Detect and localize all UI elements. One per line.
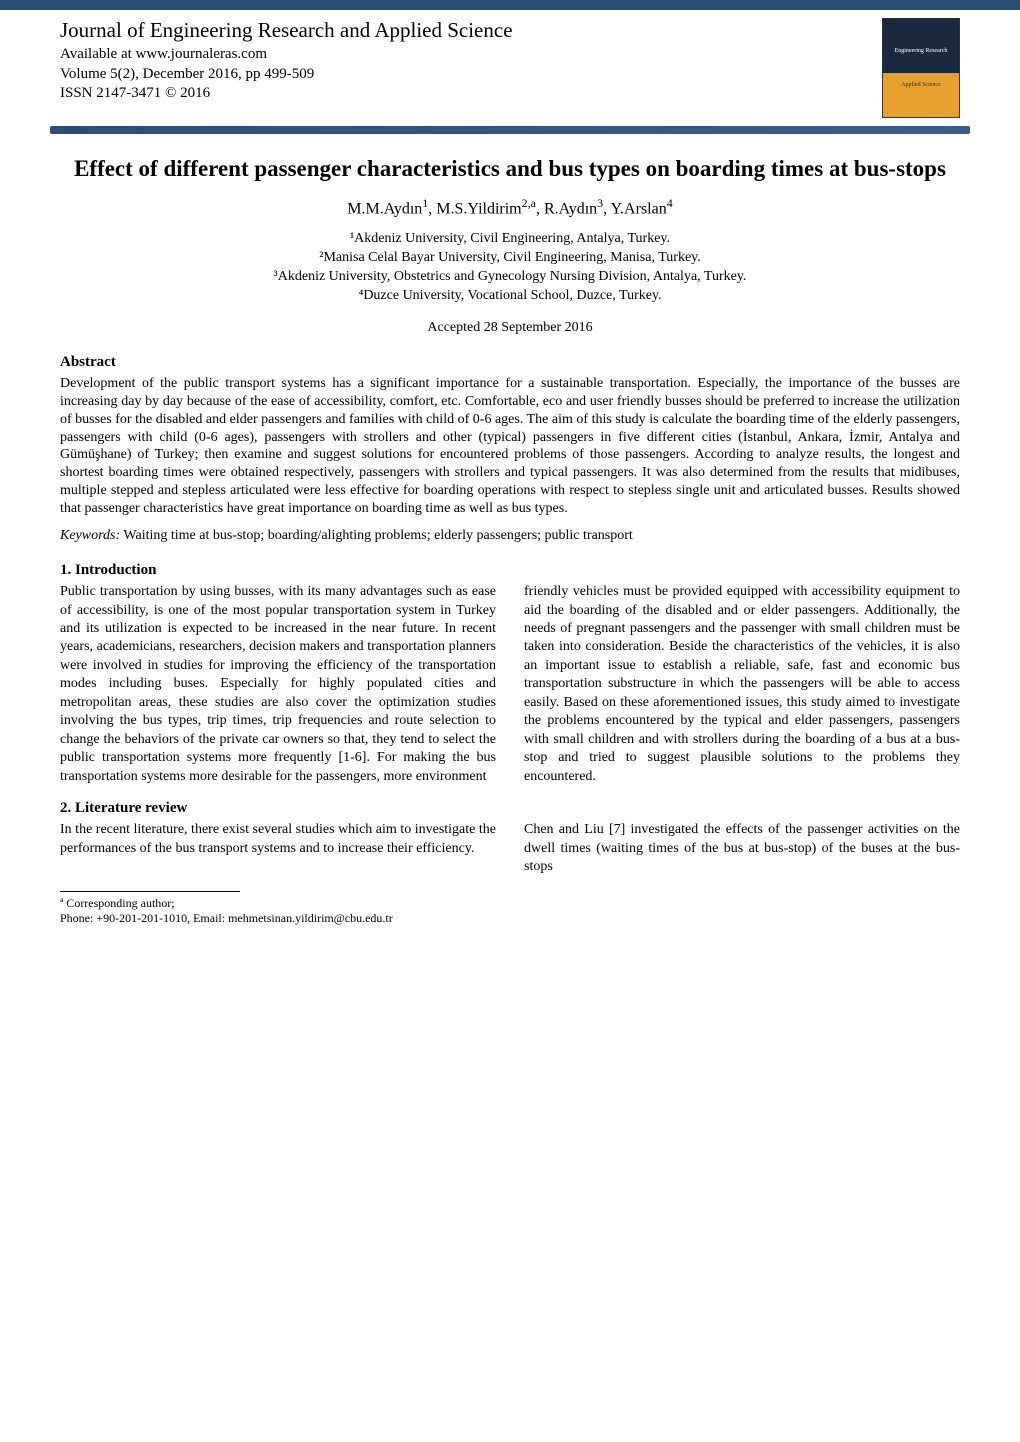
paper-affiliations: ¹Akdeniz University, Civil Engineering, … [60,230,960,306]
top-accent-bar [0,0,1020,10]
footnote-line-2: Phone: +90-201-201-1010, Email: mehmetsi… [60,911,393,925]
journal-issn: ISSN 2147-3471 © 2016 [60,84,882,104]
literature-col-right: Chen and Liu [7] investigated the effect… [524,821,960,876]
footnote-rule [60,891,240,892]
paper-title: Effect of different passenger characteri… [60,154,960,184]
abstract-heading: Abstract [60,354,960,371]
accepted-date: Accepted 28 September 2016 [60,320,960,336]
introduction-heading: 1. Introduction [60,562,960,579]
affiliation-2: ²Manisa Celal Bayar University, Civil En… [60,249,960,268]
literature-columns: In the recent literature, there exist se… [60,821,960,876]
footnote-line-1: ª Corresponding author; [60,896,175,910]
journal-name: Journal of Engineering Research and Appl… [60,18,882,43]
paper-content: Effect of different passenger characteri… [0,154,1020,967]
keywords-line: Keywords: Waiting time at bus-stop; boar… [60,528,960,544]
affiliation-3: ³Akdeniz University, Obstetrics and Gyne… [60,268,960,287]
introduction-col-left: Public transportation by using busses, w… [60,583,496,786]
journal-info: Journal of Engineering Research and Appl… [60,18,882,104]
header-divider [50,126,970,134]
journal-banner: Journal of Engineering Research and Appl… [0,10,1020,118]
affiliation-1: ¹Akdeniz University, Civil Engineering, … [60,230,960,249]
literature-heading: 2. Literature review [60,800,960,817]
thumb-text-top: Engineering Research [895,48,948,54]
affiliation-4: ⁴Duzce University, Vocational School, Du… [60,287,960,306]
thumb-text-bottom: Applied Science [901,82,941,88]
literature-col-left: In the recent literature, there exist se… [60,821,496,876]
footnote: ª Corresponding author; Phone: +90-201-2… [60,896,960,927]
journal-available: Available at www.journaleras.com [60,45,882,65]
keywords-text: Waiting time at bus-stop; boarding/aligh… [120,528,633,543]
journal-cover-thumbnail: Engineering Research Applied Science [882,18,960,118]
journal-volume: Volume 5(2), December 2016, pp 499-509 [60,65,882,85]
introduction-col-right: friendly vehicles must be provided equip… [524,583,960,786]
abstract-body: Development of the public transport syst… [60,375,960,518]
introduction-columns: Public transportation by using busses, w… [60,583,960,786]
paper-authors: M.M.Aydın1, M.S.Yildirim2,a, R.Aydın3, Y… [60,196,960,218]
keywords-label: Keywords: [60,528,120,543]
